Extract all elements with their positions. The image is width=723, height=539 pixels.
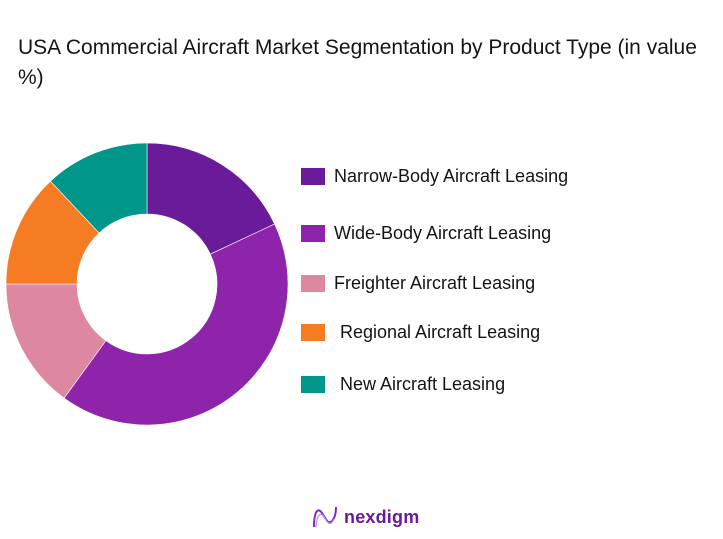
legend-swatch (301, 275, 325, 292)
legend-label: Freighter Aircraft Leasing (334, 273, 536, 293)
legend-item-regional: Regional Aircraft Leasing (301, 322, 540, 343)
legend-swatch (301, 376, 325, 393)
legend-item-wide-body: Wide-Body Aircraft Leasing (301, 223, 551, 244)
logo-text: nexdigm (344, 506, 420, 527)
donut-slice-new-aircraft-leasing (50, 142, 148, 234)
nexdigm-logo: nexdigm (312, 505, 419, 529)
legend-label: Narrow-Body Aircraft Leasing (334, 166, 569, 186)
nexdigm-wave-icon (313, 506, 337, 528)
chart-title: USA Commercial Aircraft Market Segmentat… (18, 36, 697, 89)
legend-swatch (301, 168, 325, 185)
legend-label: Wide-Body Aircraft Leasing (334, 223, 552, 243)
donut-chart (5, 142, 289, 426)
legend-swatch (301, 225, 325, 242)
legend-item-narrow-body: Narrow-Body Aircraft Leasing (301, 166, 568, 187)
legend-swatch (301, 324, 325, 341)
donut-slice-narrow-body-aircraft-leasing (146, 142, 275, 255)
legend-item-freighter: Freighter Aircraft Leasing (301, 273, 535, 294)
legend-item-new: New Aircraft Leasing (301, 374, 505, 395)
legend-label: Regional Aircraft Leasing (340, 322, 541, 342)
legend-label: New Aircraft Leasing (340, 374, 506, 394)
donut-slice-wide-body-aircraft-leasing (63, 223, 289, 426)
